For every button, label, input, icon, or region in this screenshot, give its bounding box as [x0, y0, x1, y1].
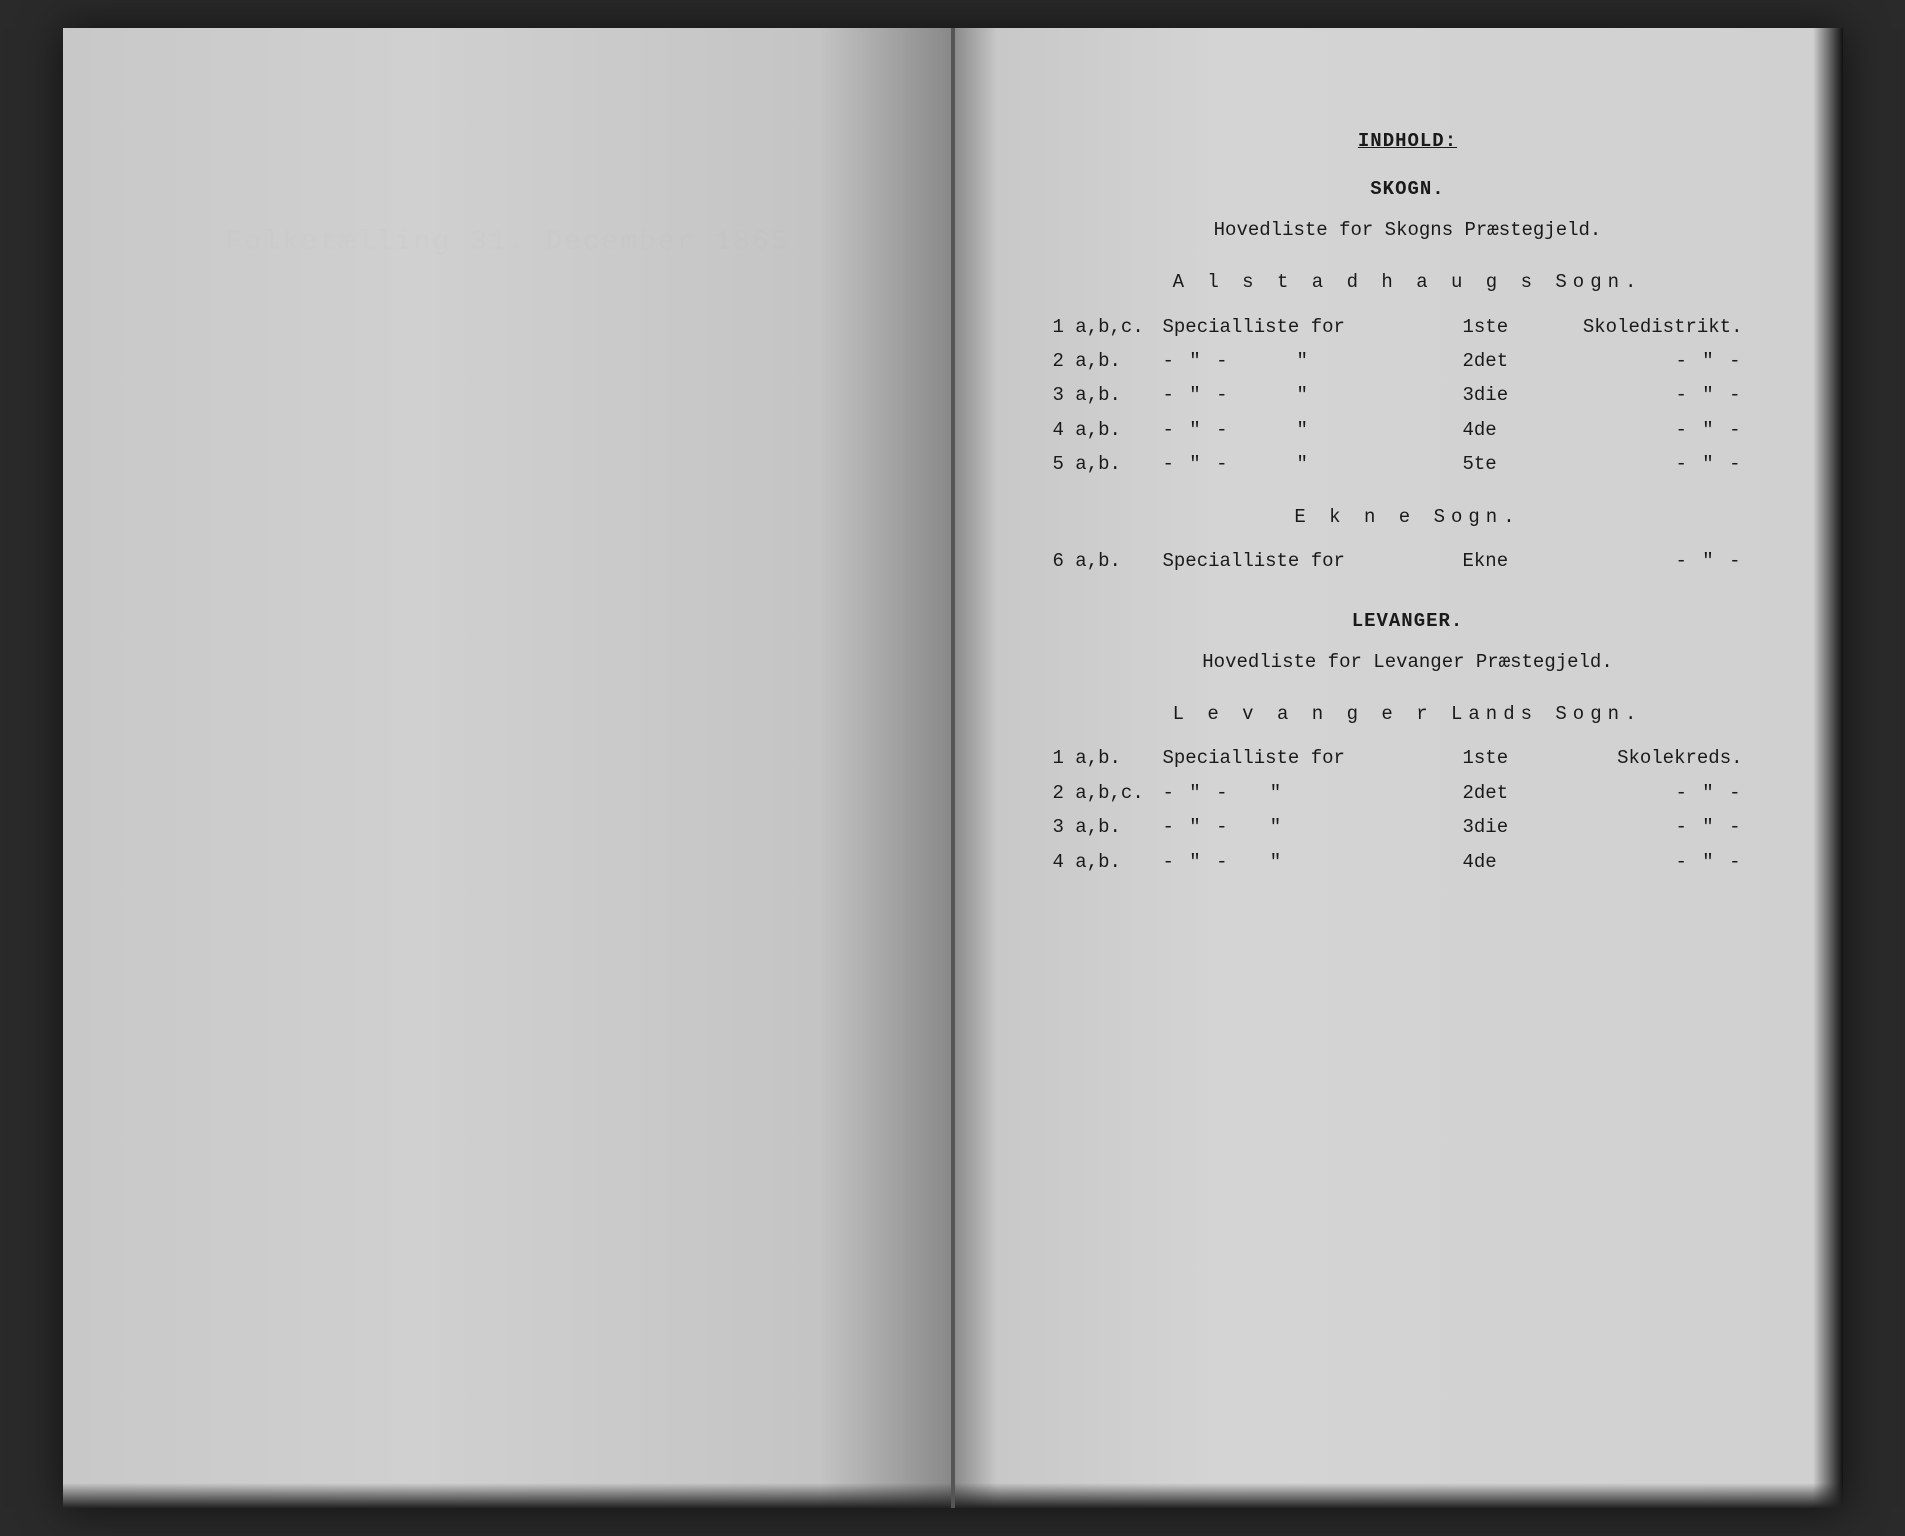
- row-right: Skolekreds.: [1563, 743, 1763, 773]
- row-desc: - " - ": [1163, 847, 1463, 877]
- row-ord: 4de: [1463, 415, 1563, 445]
- section2-name: LEVANGER.: [1053, 606, 1763, 636]
- table-row: 2 a,b. - " - " 2det - " -: [1053, 346, 1763, 376]
- left-page: Folketælling 31. December 1865: [63, 28, 953, 1508]
- sogn3-title: L e v a n g e r Lands Sogn.: [1053, 699, 1763, 729]
- row-right-ditto: - " -: [1563, 778, 1763, 808]
- table-row: 4 a,b. - " - " 4de - " -: [1053, 415, 1763, 445]
- row-right-ditto: - " -: [1563, 847, 1763, 877]
- row-desc: - " - ": [1163, 380, 1463, 410]
- sogn2-title: E k n e Sogn.: [1053, 502, 1763, 532]
- table-row: 1 a,b,c. Specialliste for 1ste Skoledist…: [1053, 312, 1763, 342]
- book-spread: Folketælling 31. December 1865 INDHOLD: …: [63, 28, 1843, 1508]
- indhold-heading: INDHOLD:: [1053, 126, 1763, 156]
- row-num: 2 a,b.: [1053, 346, 1163, 376]
- row-ord: 4de: [1463, 847, 1563, 877]
- section2-hovedliste: Hovedliste for Levanger Præstegjeld.: [1053, 647, 1763, 677]
- row-ord: 5te: [1463, 449, 1563, 479]
- row-num: 2 a,b,c.: [1053, 778, 1163, 808]
- table-row: 3 a,b. - " - " 3die - " -: [1053, 812, 1763, 842]
- row-desc: Specialliste for: [1163, 546, 1463, 576]
- row-right-ditto: - " -: [1563, 546, 1763, 576]
- sogn1-title: A l s t a d h a u g s Sogn.: [1053, 267, 1763, 297]
- row-desc: - " - ": [1163, 778, 1463, 808]
- row-ord: 3die: [1463, 812, 1563, 842]
- faded-title: Folketælling 31. December 1865: [123, 208, 893, 278]
- row-right-ditto: - " -: [1563, 812, 1763, 842]
- content-block: INDHOLD: SKOGN. Hovedliste for Skogns Pr…: [1053, 126, 1763, 877]
- row-num: 3 a,b.: [1053, 380, 1163, 410]
- row-desc: - " - ": [1163, 415, 1463, 445]
- row-ord: 2det: [1463, 778, 1563, 808]
- row-ord: 3die: [1463, 380, 1563, 410]
- table-row: 6 a,b. Specialliste for Ekne - " -: [1053, 546, 1763, 576]
- row-right-ditto: - " -: [1563, 380, 1763, 410]
- row-right-ditto: - " -: [1563, 415, 1763, 445]
- row-num: 4 a,b.: [1053, 847, 1163, 877]
- row-desc: Specialliste for: [1163, 312, 1463, 342]
- row-desc: Specialliste for: [1163, 743, 1463, 773]
- row-right: Skoledistrikt.: [1563, 312, 1763, 342]
- right-page: INDHOLD: SKOGN. Hovedliste for Skogns Pr…: [953, 28, 1843, 1508]
- row-ord: 1ste: [1463, 312, 1563, 342]
- row-right-ditto: - " -: [1563, 449, 1763, 479]
- row-num: 1 a,b.: [1053, 743, 1163, 773]
- row-ord: 1ste: [1463, 743, 1563, 773]
- faded-bleedthrough: Folketælling 31. December 1865: [123, 208, 893, 278]
- book-spine: [951, 28, 955, 1508]
- row-ord: 2det: [1463, 346, 1563, 376]
- right-shadow: [1813, 28, 1843, 1508]
- table-row: 2 a,b,c. - " - " 2det - " -: [1053, 778, 1763, 808]
- row-desc: - " - ": [1163, 346, 1463, 376]
- section1-hovedliste: Hovedliste for Skogns Præstegjeld.: [1053, 215, 1763, 245]
- row-desc: - " - ": [1163, 812, 1463, 842]
- table-row: 4 a,b. - " - " 4de - " -: [1053, 847, 1763, 877]
- row-num: 4 a,b.: [1053, 415, 1163, 445]
- table-row: 1 a,b. Specialliste for 1ste Skolekreds.: [1053, 743, 1763, 773]
- row-right-ditto: - " -: [1563, 346, 1763, 376]
- table-row: 5 a,b. - " - " 5te - " -: [1053, 449, 1763, 479]
- section1-name: SKOGN.: [1053, 174, 1763, 204]
- table-row: 3 a,b. - " - " 3die - " -: [1053, 380, 1763, 410]
- row-ord: Ekne: [1463, 546, 1563, 576]
- row-num: 6 a,b.: [1053, 546, 1163, 576]
- row-num: 1 a,b,c.: [1053, 312, 1163, 342]
- row-desc: - " - ": [1163, 449, 1463, 479]
- row-num: 3 a,b.: [1053, 812, 1163, 842]
- row-num: 5 a,b.: [1053, 449, 1163, 479]
